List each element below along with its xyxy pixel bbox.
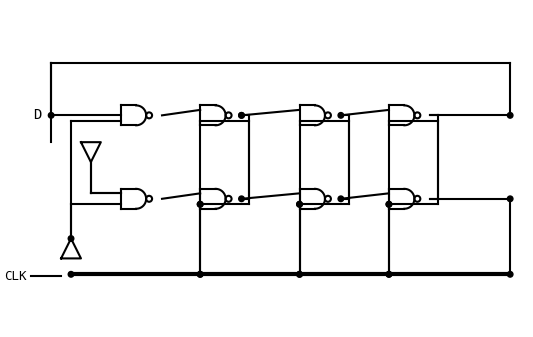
Circle shape	[197, 202, 203, 207]
Circle shape	[197, 272, 203, 277]
Circle shape	[197, 202, 203, 207]
Circle shape	[386, 202, 392, 207]
Circle shape	[297, 272, 302, 277]
Circle shape	[239, 113, 244, 118]
Text: CLK: CLK	[4, 270, 26, 283]
Circle shape	[507, 196, 513, 202]
Circle shape	[297, 272, 302, 277]
Circle shape	[507, 113, 513, 118]
Circle shape	[297, 202, 302, 207]
Circle shape	[239, 196, 244, 202]
Text: D: D	[33, 109, 41, 122]
Circle shape	[68, 236, 74, 241]
Circle shape	[386, 272, 392, 277]
Circle shape	[49, 113, 54, 118]
Circle shape	[386, 202, 392, 207]
Circle shape	[239, 113, 244, 118]
Circle shape	[338, 196, 344, 202]
Circle shape	[68, 272, 74, 277]
Circle shape	[197, 272, 203, 277]
Circle shape	[338, 113, 344, 118]
Circle shape	[386, 272, 392, 277]
Circle shape	[297, 202, 302, 207]
Circle shape	[507, 272, 513, 277]
